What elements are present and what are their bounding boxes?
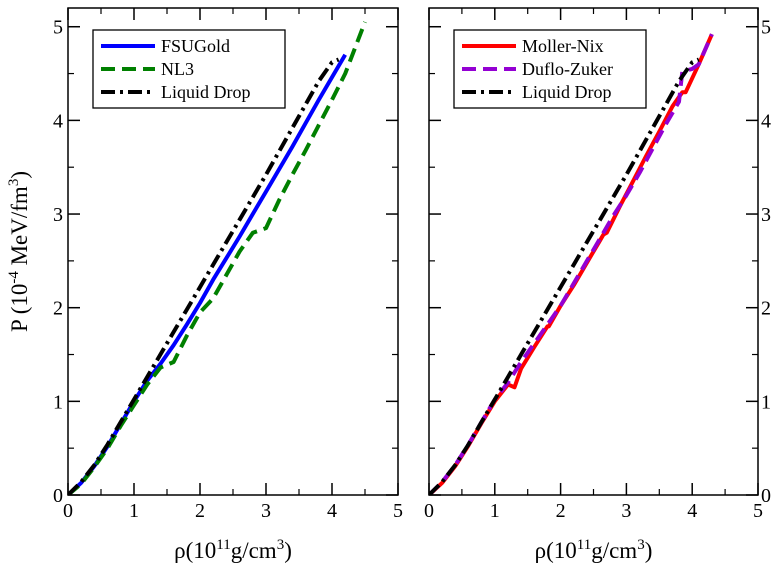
series-group (429, 33, 714, 495)
x-tick-label: 2 (195, 500, 205, 522)
chart-panel-2: 0 1 2 3 4 5012345Moller-NixDuflo-ZukerLiquid … (424, 7, 771, 522)
x-axis-label: ρ(1011g/cm3) (174, 537, 292, 563)
legend-label: Duflo-Zuker (522, 59, 613, 79)
legend: Moller-Nix Duflo-Zuker Liquid Drop (453, 29, 647, 109)
legend: FSUGold NL3 Liquid Drop (92, 29, 286, 109)
series-line-liquid-drop (429, 57, 700, 495)
series-line-liquid-drop (68, 57, 340, 495)
y-tick-label: 3 (53, 204, 63, 226)
x-tick-label: 1 (490, 500, 500, 522)
y-tick-label: 0 (53, 485, 63, 507)
y-tick-label: 1 (761, 391, 771, 413)
y-tick-label: 3 (761, 204, 771, 226)
series-group (68, 21, 367, 495)
x-tick-label: 3 (621, 500, 631, 522)
x-tick-label: 5 (753, 500, 763, 522)
series-line-fsugold (68, 53, 347, 495)
legend-label: NL3 (161, 59, 194, 79)
y-tick-label: 4 (53, 110, 63, 132)
x-tick-label: 0 (424, 500, 434, 522)
y-axis-label: P (10-4 MeV/fm3) (6, 171, 32, 332)
x-tick-label: 3 (261, 500, 271, 522)
x-tick-label: 5 (393, 500, 403, 522)
y-tick-label: 4 (761, 110, 771, 132)
x-axis-label: ρ(1011g/cm3) (535, 537, 653, 563)
y-tick-label: 2 (53, 298, 63, 320)
y-tick-label: 1 (53, 391, 63, 413)
legend-label: Liquid Drop (161, 82, 251, 102)
chart-panel-1: 0 1 2 3 4 5 0 1 2 3 4 5 FSUGold NL3 Liquid Drop (53, 7, 403, 522)
x-tick-label: 4 (687, 500, 697, 522)
y-tick-label: 5 (53, 17, 63, 39)
y-tick-label: 5 (761, 17, 771, 39)
legend-label: Moller-Nix (522, 36, 604, 56)
y-tick-label: 2 (761, 298, 771, 320)
legend-box (453, 29, 647, 109)
x-tick-label: 4 (327, 500, 337, 522)
y-tick-label: 0 (761, 485, 771, 507)
x-tick-label: 1 (129, 500, 139, 522)
legend-label: FSUGold (161, 36, 230, 56)
x-tick-label: 2 (556, 500, 566, 522)
legend-label: Liquid Drop (522, 82, 612, 102)
x-tick-label: 0 (63, 500, 73, 522)
